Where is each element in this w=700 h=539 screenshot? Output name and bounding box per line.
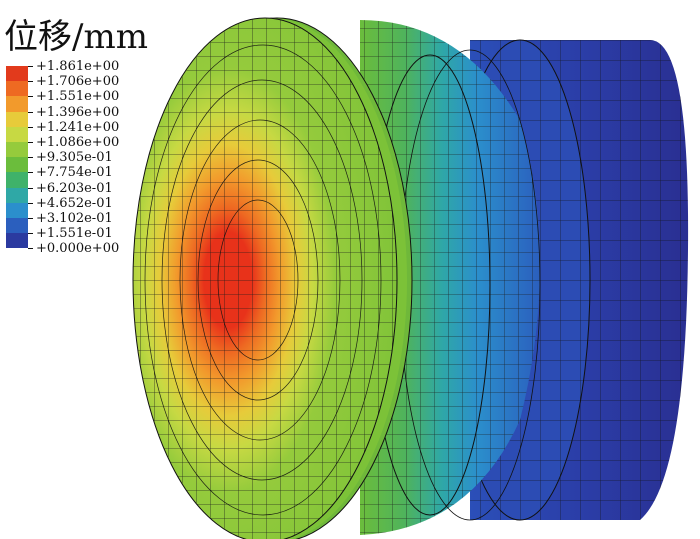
legend-label: +6.203e-01 [36, 180, 113, 196]
legend-swatch [6, 217, 28, 234]
legend-label: +1.086e+00 [36, 135, 120, 150]
legend-tick [28, 248, 33, 250]
legend-label: +1.551e+00 [36, 89, 120, 105]
legend-label: +9.305e-01 [36, 150, 113, 166]
legend-swatch [6, 157, 28, 173]
legend-tick [28, 111, 33, 113]
front-disc [132, 17, 413, 539]
legend-swatch [6, 202, 28, 218]
legend-label: +1.551e-01 [36, 226, 113, 242]
legend-label: +1.706e+00 [36, 74, 120, 90]
legend-tick [28, 202, 33, 204]
legend-tick [28, 126, 33, 128]
legend-swatch [6, 66, 28, 82]
legend-swatch [6, 141, 28, 158]
legend-swatch [6, 187, 28, 203]
legend-label: +4.652e-01 [36, 195, 113, 211]
middle-ring [360, 20, 541, 535]
legend-tick [28, 157, 33, 159]
legend-tick [28, 66, 33, 67]
legend-tick [28, 218, 33, 219]
legend-swatch [6, 96, 28, 112]
legend-swatch [6, 111, 28, 127]
legend-swatch [6, 172, 28, 188]
legend-swatch [6, 233, 28, 249]
legend-tick [28, 81, 33, 83]
legend-tick [28, 172, 33, 174]
legend-swatch [6, 81, 28, 97]
legend-label: +1.861e+00 [36, 59, 120, 74]
legend-label: +7.754e-01 [36, 165, 113, 181]
legend-title: 位移/mm [4, 17, 148, 57]
legend-tick [28, 142, 33, 143]
legend-tick [28, 96, 33, 98]
legend-label: +1.241e+00 [36, 119, 120, 135]
legend-label: +0.000e+00 [36, 241, 120, 257]
legend-label: +3.102e-01 [36, 211, 113, 226]
legend-tick [28, 233, 33, 235]
legend-swatch [6, 126, 28, 142]
legend-tick [28, 187, 33, 189]
legend-label: +1.396e+00 [36, 104, 120, 120]
